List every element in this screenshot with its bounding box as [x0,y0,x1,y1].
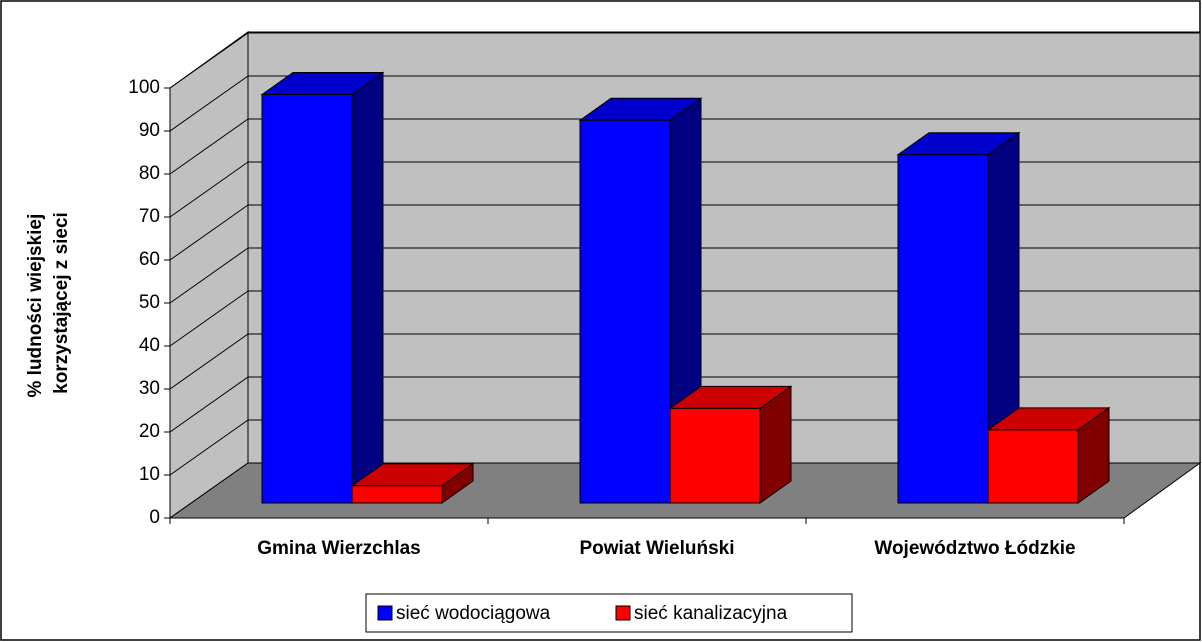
y-tick-label: 20 [139,421,160,442]
bars [260,71,1111,504]
y-axis-title-line: korzystającej z sieci [51,212,72,394]
grid-line [169,161,249,218]
y-tick-label: 50 [139,292,160,313]
y-tick-label: 60 [139,249,160,270]
y-tick-label: 40 [139,335,160,356]
grid-line [169,333,249,390]
y-tick-label: 100 [128,77,160,98]
bar [897,154,989,504]
grid-line [169,32,249,89]
bar [669,407,761,504]
legend-label: sieć kanalizacyjna [634,603,788,624]
grid-line [169,75,249,132]
legend-box [365,593,853,633]
y-axis-title-line: % ludności wiejskiej [25,214,46,398]
legend: sieć wodociągowa sieć kanalizacyjna [377,603,788,624]
bar [579,119,671,504]
x-tick-label: Gmina Wierzchlas [257,538,421,559]
y-tick-label: 90 [139,120,160,141]
grid-line [169,419,249,476]
legend-label: sieć wodociągowa [396,603,551,624]
x-tick-label: Województwo Łódzkie [874,538,1075,559]
legend-swatch [377,605,393,621]
bar-side [351,71,384,504]
y-tick-label: 80 [139,163,160,184]
bar [261,94,353,504]
grid-line [169,290,249,347]
legend-swatch [615,605,631,621]
grid-line [169,118,249,175]
grid-line [169,376,249,433]
grid-line [169,247,249,304]
y-tick-label: 10 [139,464,160,485]
y-tick-label: 0 [149,507,160,528]
y-tick-label: 70 [139,206,160,227]
y-tick-label: 30 [139,378,160,399]
bar [987,429,1079,504]
grid-line [169,204,249,261]
bar [351,485,443,504]
y-axis-title: % ludności wiejskiej korzystającej z sie… [25,208,72,397]
x-tick-label: Powiat Wieluński [579,538,734,559]
